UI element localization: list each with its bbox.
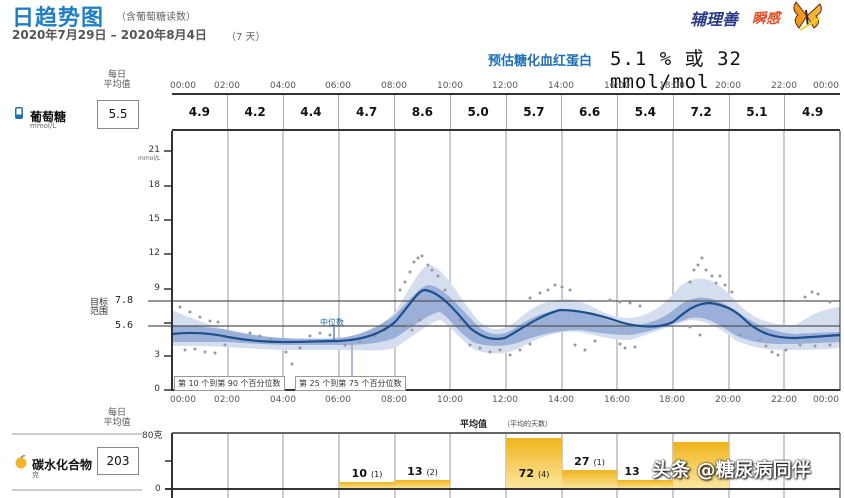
y-tick-15: 15 [148, 214, 160, 224]
two-hour-averages-row: 4.9 4.2 4.4 4.7 8.6 5.0 5.7 6.6 5.4 7.2 … [172, 93, 840, 131]
a1c-value: 5.1 % 或 32 mmol/mol [610, 48, 742, 93]
top-time-axis: 00:00 02:00 04:00 06:00 08:00 10:00 12:0… [170, 81, 839, 91]
two-hour-avg-cell: 5.4 [618, 95, 674, 129]
carb-bar-label-06-08: 10 (1) [351, 467, 383, 480]
target-range-label: 目标 范围 [90, 298, 109, 317]
two-hour-avg-cell: 8.6 [395, 95, 451, 129]
two-hour-avg-cell: 5.1 [730, 95, 786, 129]
two-hour-avg-cell: 4.9 [172, 95, 228, 129]
carbs-daily-avg-value: 203 [97, 447, 139, 475]
glucose-trend-chart [148, 131, 841, 391]
apple-icon [15, 455, 27, 469]
brand-name-secondary: 瞬感 [752, 11, 780, 27]
y-tick-18: 18 [148, 180, 160, 190]
glucose-daily-avg-value: 5.5 [97, 100, 139, 129]
date-range: 2020年7月29日 – 2020年8月4日 [12, 28, 207, 42]
y-tick-9: 9 [154, 283, 160, 293]
carb-bar-label-14-16: 27 (1) [574, 455, 605, 468]
page-title-subtitle: （含葡萄糖读数） [116, 12, 196, 23]
carbs-separator-bottom [12, 489, 142, 491]
carbs-daily-avg-header: 每日 平均值 [103, 408, 131, 428]
a1c-label: 预估糖化血红蛋白 [488, 54, 593, 69]
glucose-unit: mmol/L [30, 122, 57, 130]
sensor-icon [15, 107, 23, 119]
brand-name: 辅理善 [690, 10, 739, 29]
two-hour-avg-cell: 4.2 [228, 95, 284, 129]
carbs-unit: 克 [32, 471, 39, 479]
median-legend-label: 中位数 [320, 318, 344, 327]
carbs-bar-chart [165, 432, 841, 498]
date-range-days: （7 天） [226, 32, 266, 43]
carbs-separator-top [12, 433, 142, 435]
two-hour-avg-cell: 4.7 [339, 95, 395, 129]
y-tick-3: 3 [154, 350, 160, 360]
watermark: 头条 @糖尿病同伴 [652, 459, 811, 481]
y-tick-12: 12 [148, 248, 160, 258]
glucose-daily-avg-header: 每日 平均值 [103, 70, 131, 90]
two-hour-avg-cell: 7.2 [674, 95, 730, 129]
carb-bar-label-16-18: 13 [624, 465, 640, 478]
legend-25-75-percentile: 第 25 个到第 75 个百分位数 [295, 376, 406, 391]
target-low-label: 5.6 [115, 320, 134, 331]
bottom-time-axis: 00:00 02:00 04:00 06:00 08:00 10:00 12:0… [170, 395, 839, 405]
carbs-label: 碳水化合物 [32, 458, 93, 472]
two-hour-avg-cell: 4.9 [801, 105, 824, 119]
two-hour-avg-cell: 6.6 [562, 95, 618, 129]
legend-10-90-percentile: 第 10 个到第 90 个百分位数 [174, 376, 285, 391]
two-hour-avg-cell: 5.0 [451, 95, 507, 129]
carbs-chart-title: 平均值 [460, 420, 488, 430]
carbs-y-min-label: 0 [155, 484, 161, 494]
glucose-label: 葡萄糖 [30, 110, 67, 124]
carbs-y-max-label: 80克 [142, 431, 163, 441]
carb-bar-label-12-14: 72 (4) [518, 467, 550, 480]
target-high-label: 7.8 [115, 295, 134, 306]
two-hour-avg-cell: 5.7 [507, 95, 563, 129]
butterfly-logo-icon [793, 1, 822, 31]
carb-bar-label-08-10: 13 (2) [407, 465, 438, 478]
two-hour-avg-cell: 4.4 [284, 95, 340, 129]
y-axis-unit: mmol/L [138, 155, 161, 162]
y-tick-0: 0 [154, 384, 160, 394]
y-tick-21: 21 [148, 145, 160, 155]
page-title: 日趋势图 [12, 6, 105, 31]
carbs-chart-subtitle: （平均的天数） [503, 420, 552, 428]
